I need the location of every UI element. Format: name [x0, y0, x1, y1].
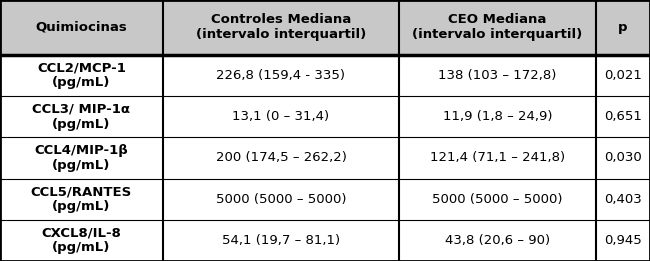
- Text: 0,651: 0,651: [604, 110, 642, 123]
- Bar: [0, 179, 163, 220]
- Bar: [596, 55, 650, 96]
- Text: 0,945: 0,945: [604, 234, 642, 247]
- Bar: [0, 96, 163, 137]
- Bar: [399, 137, 596, 179]
- Text: 121,4 (71,1 – 241,8): 121,4 (71,1 – 241,8): [430, 151, 565, 164]
- Bar: [163, 55, 399, 96]
- Text: CXCL8/IL-8
(pg/mL): CXCL8/IL-8 (pg/mL): [42, 226, 122, 254]
- Bar: [399, 179, 596, 220]
- Text: 0,403: 0,403: [604, 193, 642, 206]
- Bar: [399, 55, 596, 96]
- Bar: [163, 137, 399, 179]
- Text: 0,030: 0,030: [604, 151, 642, 164]
- Bar: [399, 96, 596, 137]
- Text: 43,8 (20,6 – 90): 43,8 (20,6 – 90): [445, 234, 550, 247]
- Bar: [399, 220, 596, 261]
- Text: CCL4/MIP-1β
(pg/mL): CCL4/MIP-1β (pg/mL): [34, 144, 129, 172]
- Text: 54,1 (19,7 – 81,1): 54,1 (19,7 – 81,1): [222, 234, 340, 247]
- Bar: [0, 0, 163, 55]
- Text: Quimiocinas: Quimiocinas: [36, 21, 127, 34]
- Text: 5000 (5000 – 5000): 5000 (5000 – 5000): [432, 193, 563, 206]
- Bar: [596, 96, 650, 137]
- Text: 200 (174,5 – 262,2): 200 (174,5 – 262,2): [216, 151, 346, 164]
- Bar: [596, 0, 650, 55]
- Text: CCL3/ MIP-1α
(pg/mL): CCL3/ MIP-1α (pg/mL): [32, 103, 131, 131]
- Text: CCL5/RANTES
(pg/mL): CCL5/RANTES (pg/mL): [31, 185, 132, 213]
- Text: 11,9 (1,8 – 24,9): 11,9 (1,8 – 24,9): [443, 110, 552, 123]
- Bar: [163, 179, 399, 220]
- Bar: [0, 137, 163, 179]
- Bar: [163, 0, 399, 55]
- Text: 5000 (5000 – 5000): 5000 (5000 – 5000): [216, 193, 346, 206]
- Bar: [163, 220, 399, 261]
- Text: 138 (103 – 172,8): 138 (103 – 172,8): [438, 69, 556, 82]
- Bar: [399, 0, 596, 55]
- Bar: [596, 179, 650, 220]
- Text: 226,8 (159,4 - 335): 226,8 (159,4 - 335): [216, 69, 346, 82]
- Text: 13,1 (0 – 31,4): 13,1 (0 – 31,4): [233, 110, 330, 123]
- Text: CCL2/MCP-1
(pg/mL): CCL2/MCP-1 (pg/mL): [37, 61, 126, 90]
- Text: CEO Mediana
(intervalo interquartil): CEO Mediana (intervalo interquartil): [412, 13, 582, 41]
- Bar: [0, 220, 163, 261]
- Text: p: p: [618, 21, 628, 34]
- Bar: [596, 137, 650, 179]
- Text: 0,021: 0,021: [604, 69, 642, 82]
- Bar: [0, 55, 163, 96]
- Bar: [596, 220, 650, 261]
- Text: Controles Mediana
(intervalo interquartil): Controles Mediana (intervalo interquarti…: [196, 13, 366, 41]
- Bar: [163, 96, 399, 137]
